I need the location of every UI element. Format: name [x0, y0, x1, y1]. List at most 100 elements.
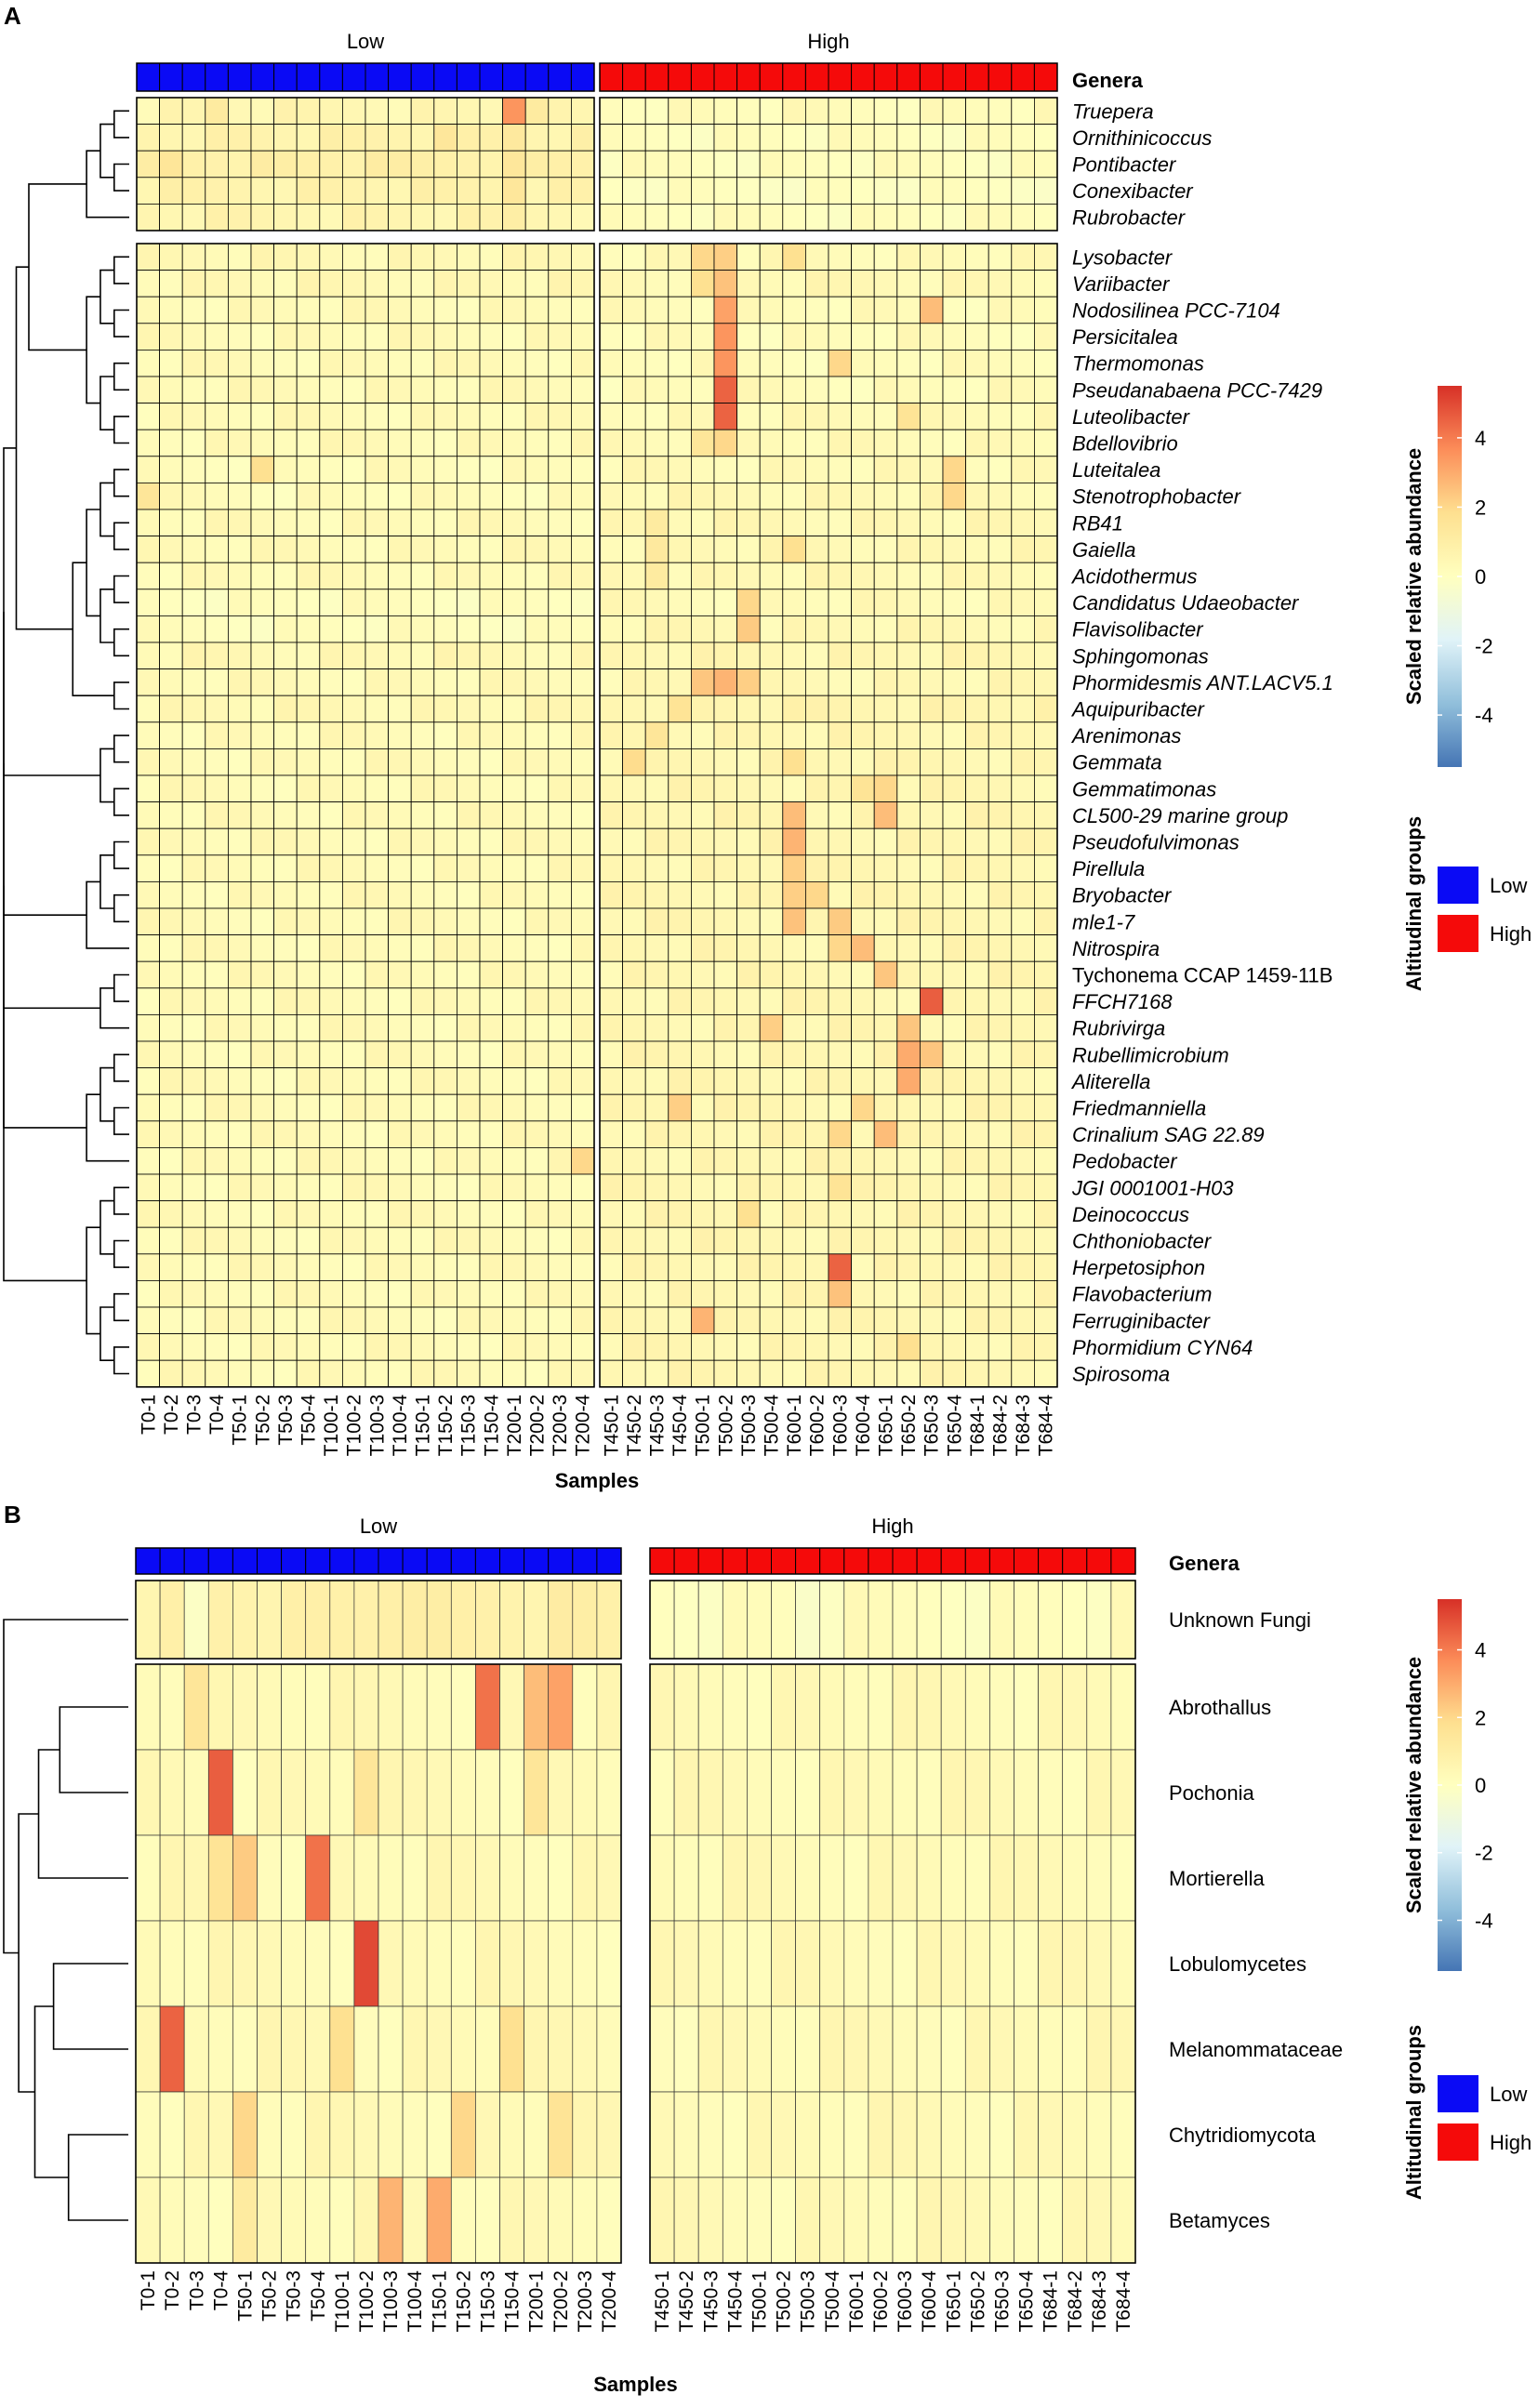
heatmap-cell [873, 323, 898, 351]
heatmap-cell [450, 1580, 476, 1660]
heatmap-cell [388, 1359, 412, 1388]
heatmap-cell [668, 1093, 692, 1122]
heatmap-cell [599, 960, 624, 989]
heatmap-cell [388, 243, 412, 271]
heatmap-cell [502, 562, 526, 590]
heatmap-cell [250, 1040, 275, 1069]
column-label: T50-3 [275, 1395, 297, 1446]
heatmap-cell [691, 1147, 715, 1175]
heatmap-cell [319, 270, 343, 298]
heatmap-cell [159, 483, 183, 510]
heatmap-cell [456, 243, 481, 271]
heatmap-cell [851, 1333, 875, 1361]
heatmap-cell [1034, 1067, 1058, 1095]
heatmap-cell [502, 1147, 526, 1175]
column-label: T650-4 [1016, 2270, 1038, 2333]
heatmap-cell [805, 1093, 829, 1122]
heatmap-cell [433, 456, 457, 483]
heatmap-cell [273, 483, 298, 510]
heatmap-cell [341, 934, 366, 962]
heatmap-cell [782, 615, 806, 643]
heatmap-cell [1011, 203, 1035, 232]
column-labels: T0-1 T0-2 T0-3 T0-4 T50-1 T50-2 T50-3 T50-4 T100… [138, 1394, 1056, 1456]
heatmap-cell [205, 960, 229, 989]
group-bar-cell [388, 62, 412, 92]
heatmap-cell [828, 1040, 853, 1069]
heatmap-cell [456, 695, 481, 723]
group-legend-title: Altitudinal groups [1402, 2025, 1425, 2200]
group-bar-cell [1033, 62, 1058, 92]
group-bar-cell [159, 62, 183, 92]
heatmap-cell [851, 668, 875, 696]
heatmap-cell [940, 1663, 966, 1751]
heatmap-cell [668, 615, 692, 643]
heatmap-cell [691, 1120, 715, 1148]
heatmap-cell [479, 801, 504, 829]
heatmap-cell [599, 854, 624, 882]
dendrogram-branch [113, 973, 129, 1002]
heatmap-cell [868, 1580, 894, 1660]
heatmap-cell [159, 1067, 183, 1095]
heatmap-cell [1034, 1040, 1058, 1069]
heatmap-cell [771, 1580, 796, 1660]
column-label: T450-4 [670, 1394, 691, 1456]
group-bar-cell [135, 1547, 161, 1575]
heatmap-cell [136, 1040, 161, 1069]
heatmap-cell [1062, 2005, 1088, 2093]
heatmap-cell [873, 243, 898, 271]
heatmap-cell [524, 907, 550, 936]
heatmap-cell [183, 1920, 209, 2007]
heatmap-cell [341, 483, 366, 510]
heatmap-cell [205, 1359, 229, 1388]
heatmap-cell [205, 881, 229, 909]
heatmap-cell [502, 1014, 526, 1042]
heatmap-cell [736, 376, 761, 404]
heatmap-cell [319, 1120, 343, 1148]
heatmap-cell [456, 1280, 481, 1308]
heatmap-cell [257, 1663, 282, 1751]
heatmap-cell [136, 827, 161, 856]
heatmap-cell [599, 695, 624, 723]
heatmap-cell [599, 323, 624, 351]
heatmap-cell [644, 203, 670, 232]
heatmap-cell [341, 243, 366, 271]
group-bar-cell [873, 62, 898, 92]
heatmap-cell [479, 774, 504, 803]
column-label: T200-3 [550, 1395, 571, 1457]
heatmap-cell [873, 1226, 898, 1255]
heatmap-cell [892, 1580, 918, 1660]
heatmap-cell [691, 562, 715, 590]
group-legend-swatch-high [1438, 915, 1478, 952]
heatmap-cell [136, 1173, 161, 1202]
heatmap-cell [135, 1749, 161, 1836]
heatmap-cell [759, 1226, 784, 1255]
heatmap-cell [622, 934, 646, 962]
column-label: T200-4 [599, 2270, 620, 2333]
heatmap-cell [1014, 1834, 1039, 1922]
heatmap-cell [942, 1226, 967, 1255]
group-bar-cell [136, 62, 161, 92]
heatmap-cell [499, 2005, 524, 2093]
heatmap-cell [548, 2005, 574, 2093]
heatmap-cell [205, 1147, 229, 1175]
heatmap-cell [388, 721, 412, 749]
column-label: T100-3 [380, 2270, 402, 2333]
heatmap-cell [365, 881, 390, 909]
heatmap-cell [668, 403, 692, 430]
heatmap-cell [136, 774, 161, 803]
heatmap-cell [942, 1014, 967, 1042]
heatmap-cell [805, 589, 829, 616]
heatmap-cell [341, 124, 366, 152]
heatmap-cell [456, 349, 481, 377]
dendrogram-branch [15, 266, 73, 630]
heatmap-cell [828, 1173, 853, 1202]
row-label: Pirellula [1072, 857, 1145, 880]
heatmap-cell [456, 774, 481, 803]
heatmap-cell [296, 1200, 321, 1228]
heatmap-cell [691, 1173, 715, 1202]
heatmap-cell [524, 177, 550, 205]
heatmap-cell [433, 349, 457, 377]
heatmap-cell [644, 177, 670, 205]
heatmap-cell [433, 1067, 457, 1095]
heatmap-cell [828, 456, 853, 483]
